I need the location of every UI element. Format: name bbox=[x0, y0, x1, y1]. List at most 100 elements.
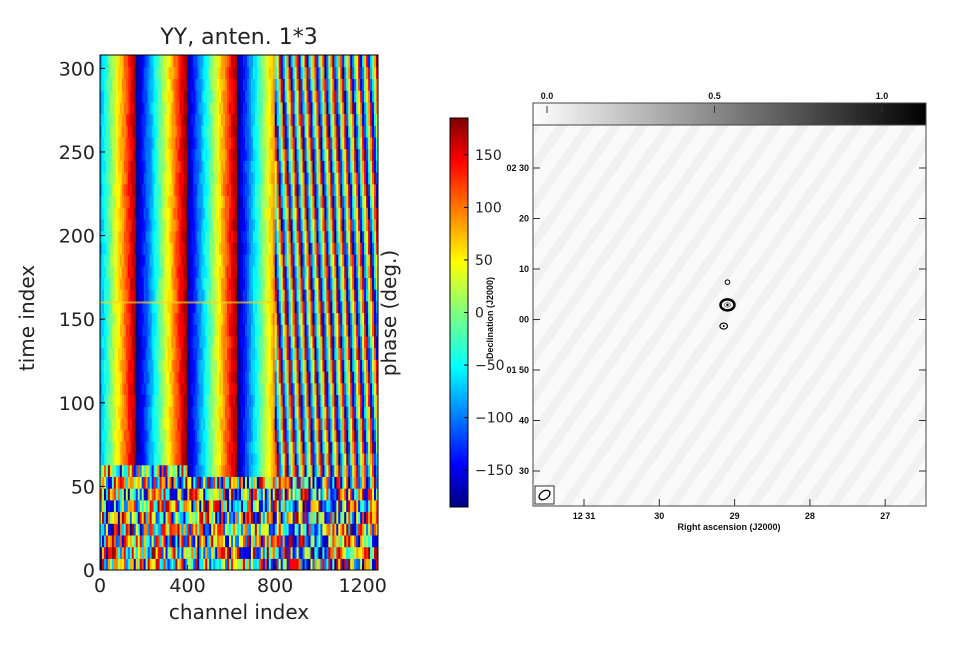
heatmap-cell bbox=[139, 148, 143, 161]
heatmap-cell bbox=[278, 183, 282, 197]
heatmap-cell bbox=[290, 476, 294, 489]
heatmap-cell bbox=[237, 382, 240, 396]
heatmap-cell bbox=[213, 417, 216, 431]
heatmap-cell bbox=[366, 265, 369, 278]
heatmap-cell bbox=[288, 148, 292, 161]
heatmap-cell bbox=[300, 207, 304, 220]
heatmap-cell bbox=[290, 324, 294, 337]
heatmap-cell bbox=[193, 488, 196, 501]
heatmap-cell bbox=[320, 464, 323, 477]
heatmap-cell bbox=[356, 312, 359, 325]
heatmap-cell bbox=[340, 253, 343, 267]
heatmap-cell bbox=[280, 382, 284, 396]
heatmap-cell bbox=[113, 441, 117, 454]
heatmap-cell bbox=[348, 406, 351, 419]
heatmap-cell bbox=[159, 172, 163, 185]
heatmap-cell bbox=[139, 511, 143, 524]
heatmap-cell bbox=[360, 394, 363, 407]
heatmap-cell bbox=[213, 464, 216, 477]
heatmap-cell bbox=[376, 429, 378, 442]
heatmap-cell bbox=[203, 148, 206, 161]
heatmap-cell bbox=[314, 207, 318, 220]
heatmap-cell bbox=[197, 148, 200, 161]
heatmap-cell bbox=[119, 558, 123, 570]
heatmap-cell bbox=[239, 488, 242, 501]
heatmap-cell bbox=[310, 534, 314, 548]
heatmap-cell bbox=[314, 359, 318, 372]
heatmap-cell bbox=[100, 172, 103, 185]
heatmap-cell bbox=[149, 218, 153, 232]
heatmap-cell bbox=[322, 534, 325, 548]
heatmap-cell bbox=[157, 394, 161, 407]
heatmap-cell bbox=[278, 195, 282, 208]
heatmap-cell bbox=[280, 242, 284, 255]
heatmap-cell bbox=[133, 499, 137, 513]
heatmap-cell bbox=[121, 558, 125, 570]
heatmap-cell bbox=[145, 476, 149, 489]
heatmap-cell bbox=[101, 300, 105, 314]
heatmap-cell bbox=[348, 230, 351, 243]
heatmap-cell bbox=[205, 417, 208, 431]
heatmap-cell bbox=[348, 265, 351, 278]
heatmap-cell bbox=[270, 558, 274, 570]
heatmap-cell bbox=[276, 242, 280, 255]
heatmap-cell bbox=[338, 242, 341, 255]
heatmap-cell bbox=[195, 253, 198, 267]
heatmap-cell bbox=[246, 359, 250, 372]
heatmap-cell bbox=[272, 394, 276, 407]
heatmap-cell bbox=[105, 476, 109, 489]
heatmap-cell bbox=[189, 218, 192, 232]
heatmap-cell bbox=[292, 347, 296, 360]
heatmap-cell bbox=[169, 148, 173, 161]
heatmap-cell bbox=[231, 359, 234, 372]
heatmap-cell bbox=[304, 312, 308, 325]
heatmap-cell bbox=[334, 160, 337, 173]
heatmap-cell bbox=[324, 534, 327, 548]
heatmap-cell bbox=[103, 242, 107, 255]
heatmap-cell bbox=[304, 265, 308, 278]
heatmap-cell bbox=[119, 324, 123, 337]
heatmap-cell bbox=[207, 394, 210, 407]
heatmap-cell bbox=[288, 183, 292, 197]
heatmap-cell bbox=[231, 324, 234, 337]
heatmap-cell bbox=[330, 476, 333, 489]
heatmap-cell bbox=[125, 148, 129, 161]
heatmap-cell bbox=[302, 476, 306, 489]
heatmap-cell bbox=[258, 253, 262, 267]
heatmap-cell bbox=[141, 441, 145, 454]
heatmap-cell bbox=[235, 300, 238, 314]
heatmap-cell bbox=[338, 160, 341, 173]
heatmap-cell bbox=[129, 324, 133, 337]
heatmap-cell bbox=[248, 253, 252, 267]
heatmap-cell bbox=[141, 499, 145, 513]
heatmap-cell bbox=[231, 289, 234, 302]
heatmap-cell bbox=[137, 476, 141, 489]
heatmap-cell bbox=[256, 172, 260, 185]
heatmap-cell bbox=[149, 265, 153, 278]
heatmap-cell bbox=[246, 148, 250, 161]
heatmap-cell bbox=[364, 499, 367, 513]
heatmap-cell bbox=[370, 534, 373, 548]
heatmap-cell bbox=[151, 347, 155, 360]
heatmap-cell bbox=[322, 394, 325, 407]
heatmap-cell bbox=[310, 218, 314, 232]
heatmap-cell bbox=[280, 534, 284, 548]
heatmap-cell bbox=[366, 172, 369, 185]
heatmap-cell bbox=[207, 207, 210, 220]
heatmap-cell bbox=[298, 546, 302, 559]
heatmap-cell bbox=[250, 499, 254, 513]
heatmap-cell bbox=[304, 183, 308, 197]
heatmap-cell bbox=[324, 476, 327, 489]
heatmap-cell bbox=[107, 558, 111, 570]
heatmap-cell bbox=[322, 452, 325, 466]
heatmap-cell bbox=[306, 335, 310, 349]
heatmap-cell bbox=[133, 265, 137, 278]
heatmap-cell bbox=[189, 488, 192, 501]
heatmap-cell bbox=[169, 417, 173, 431]
heatmap-cell bbox=[199, 359, 202, 372]
heatmap-cell bbox=[211, 195, 214, 208]
heatmap-cell bbox=[348, 324, 351, 337]
heatmap-cell bbox=[161, 429, 165, 442]
heatmap-cell bbox=[125, 488, 129, 501]
heatmap-cell bbox=[256, 534, 260, 548]
